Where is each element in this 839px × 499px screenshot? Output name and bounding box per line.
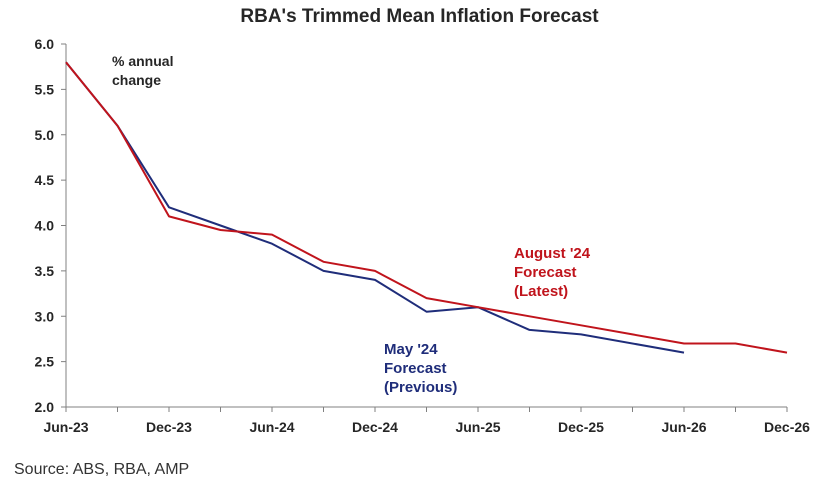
series-label-line: (Latest) xyxy=(514,283,568,300)
series-label-line: Forecast xyxy=(384,360,447,377)
series-label-line: May '24 xyxy=(384,341,438,358)
y-tick-label: 2.5 xyxy=(35,354,55,370)
y-tick-label: 5.0 xyxy=(35,127,55,143)
y-tick-label: 5.5 xyxy=(35,81,55,97)
unit-label-line: % annual xyxy=(112,53,173,69)
line-chart: 2.0 2.5 3.0 3.5 4.0 4.5 5.0 5.5 6.0 Jun-23 Dec-23 J… xyxy=(35,36,811,435)
x-tick-label: Dec-26 xyxy=(764,419,810,435)
unit-label: % annual change xyxy=(112,53,173,88)
x-tick-label: Jun-23 xyxy=(43,419,88,435)
series-label-previous: May '24 Forecast (Previous) xyxy=(384,341,457,396)
y-tick-label: 6.0 xyxy=(35,36,55,52)
x-tick-label: Jun-25 xyxy=(455,419,500,435)
x-tick-label: Dec-25 xyxy=(558,419,604,435)
unit-label-line: change xyxy=(112,72,161,88)
x-tick-label: Jun-26 xyxy=(661,419,706,435)
y-tick-label: 4.5 xyxy=(35,172,55,188)
labels-layer: % annual change May '24 Forecast (Previous) A… xyxy=(112,53,591,396)
series-label-line: (Previous) xyxy=(384,379,457,396)
y-tick-label: 3.5 xyxy=(35,263,55,279)
chart-title: RBA's Trimmed Mean Inflation Forecast xyxy=(240,6,599,27)
series-label-line: Forecast xyxy=(514,264,577,281)
source-note: Source: ABS, RBA, AMP xyxy=(14,461,190,478)
y-tick-label: 2.0 xyxy=(35,399,55,415)
y-tick-label: 3.0 xyxy=(35,308,55,324)
axes: 2.0 2.5 3.0 3.5 4.0 4.5 5.0 5.5 6.0 Jun-23 Dec-23 J… xyxy=(35,36,811,435)
x-tick-label: Dec-23 xyxy=(146,419,192,435)
series-line-latest xyxy=(65,61,788,354)
series-label-latest: August '24 Forecast (Latest) xyxy=(514,245,591,300)
x-tick-label: Dec-24 xyxy=(352,419,398,435)
x-tick-label: Jun-24 xyxy=(249,419,294,435)
series-layer xyxy=(65,61,788,354)
series-label-line: August '24 xyxy=(514,245,591,262)
y-tick-label: 4.0 xyxy=(35,218,55,234)
series-line-previous xyxy=(65,61,685,354)
